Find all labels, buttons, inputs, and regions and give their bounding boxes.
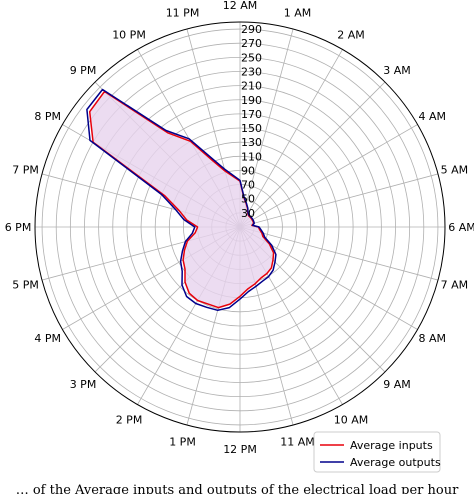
grid-spoke xyxy=(239,28,294,228)
hour-label: 4 AM xyxy=(419,110,447,123)
grid-spoke xyxy=(239,81,386,228)
radial-tick-label: 170 xyxy=(241,108,262,121)
hour-label: 7 AM xyxy=(441,279,469,292)
legend-box xyxy=(313,431,441,473)
legend-label: Average inputs xyxy=(350,439,433,452)
radial-tick-label: 210 xyxy=(241,80,262,93)
outer-frame xyxy=(34,21,446,433)
hour-label: 9 PM xyxy=(70,64,97,77)
radial-tick-label: 150 xyxy=(241,122,262,135)
hour-label: 5 PM xyxy=(12,279,39,292)
grid-spoke xyxy=(239,49,343,228)
hour-label: 12 AM xyxy=(223,0,258,12)
hour-label: 11 PM xyxy=(166,7,200,20)
hour-label: 1 PM xyxy=(169,435,196,448)
hour-label: 12 PM xyxy=(223,443,257,456)
hour-label: 9 AM xyxy=(383,378,411,391)
figure-caption: … of the Average inputs and outputs of t… xyxy=(15,484,459,494)
hour-labels: 12 AM 1 AM 2 AM 3 AM 4 AM 5 AM 6 AM 7 AM 8 AM 9 A… xyxy=(5,0,474,456)
series-fill-0 xyxy=(89,91,274,308)
radial-tick-label: 230 xyxy=(241,65,262,78)
hour-label: 10 AM xyxy=(334,413,369,426)
series-line-1 xyxy=(86,88,277,312)
radial-tick-label: 270 xyxy=(241,37,262,50)
hour-label: 6 PM xyxy=(5,221,32,234)
hour-label: 1 AM xyxy=(284,7,312,20)
grid-spoke xyxy=(239,226,439,281)
grid-spoke xyxy=(239,173,439,228)
radial-tick-label: 190 xyxy=(241,94,262,107)
hour-label: 6 AM xyxy=(448,221,474,234)
hour-label: 3 AM xyxy=(383,64,411,77)
radial-tick-label: 70 xyxy=(241,179,255,192)
hour-label: 2 AM xyxy=(337,29,365,42)
hour-label: 11 AM xyxy=(280,435,315,448)
grid-spoke xyxy=(239,124,418,228)
radial-tick-label: 130 xyxy=(241,136,262,149)
hour-label: 2 PM xyxy=(116,413,143,426)
radial-tick-label: 110 xyxy=(241,150,262,163)
hour-label: 5 AM xyxy=(441,164,469,177)
legend: Average inputs Average outputs xyxy=(313,431,441,473)
radial-tick-label: 30 xyxy=(241,207,255,220)
hour-label: 10 PM xyxy=(112,29,146,42)
radial-tick-label: 290 xyxy=(241,23,262,36)
radial-tick-label: 90 xyxy=(241,164,255,177)
hour-label: 3 PM xyxy=(70,378,97,391)
radial-tick-label: 250 xyxy=(241,51,262,64)
hour-label: 4 PM xyxy=(34,332,61,345)
hour-label: 7 PM xyxy=(12,164,39,177)
series-layer xyxy=(86,88,277,312)
hour-label: 8 AM xyxy=(419,332,447,345)
hour-label: 8 PM xyxy=(34,110,61,123)
radial-tick-label: 50 xyxy=(241,193,255,206)
legend-label: Average outputs xyxy=(350,456,441,469)
